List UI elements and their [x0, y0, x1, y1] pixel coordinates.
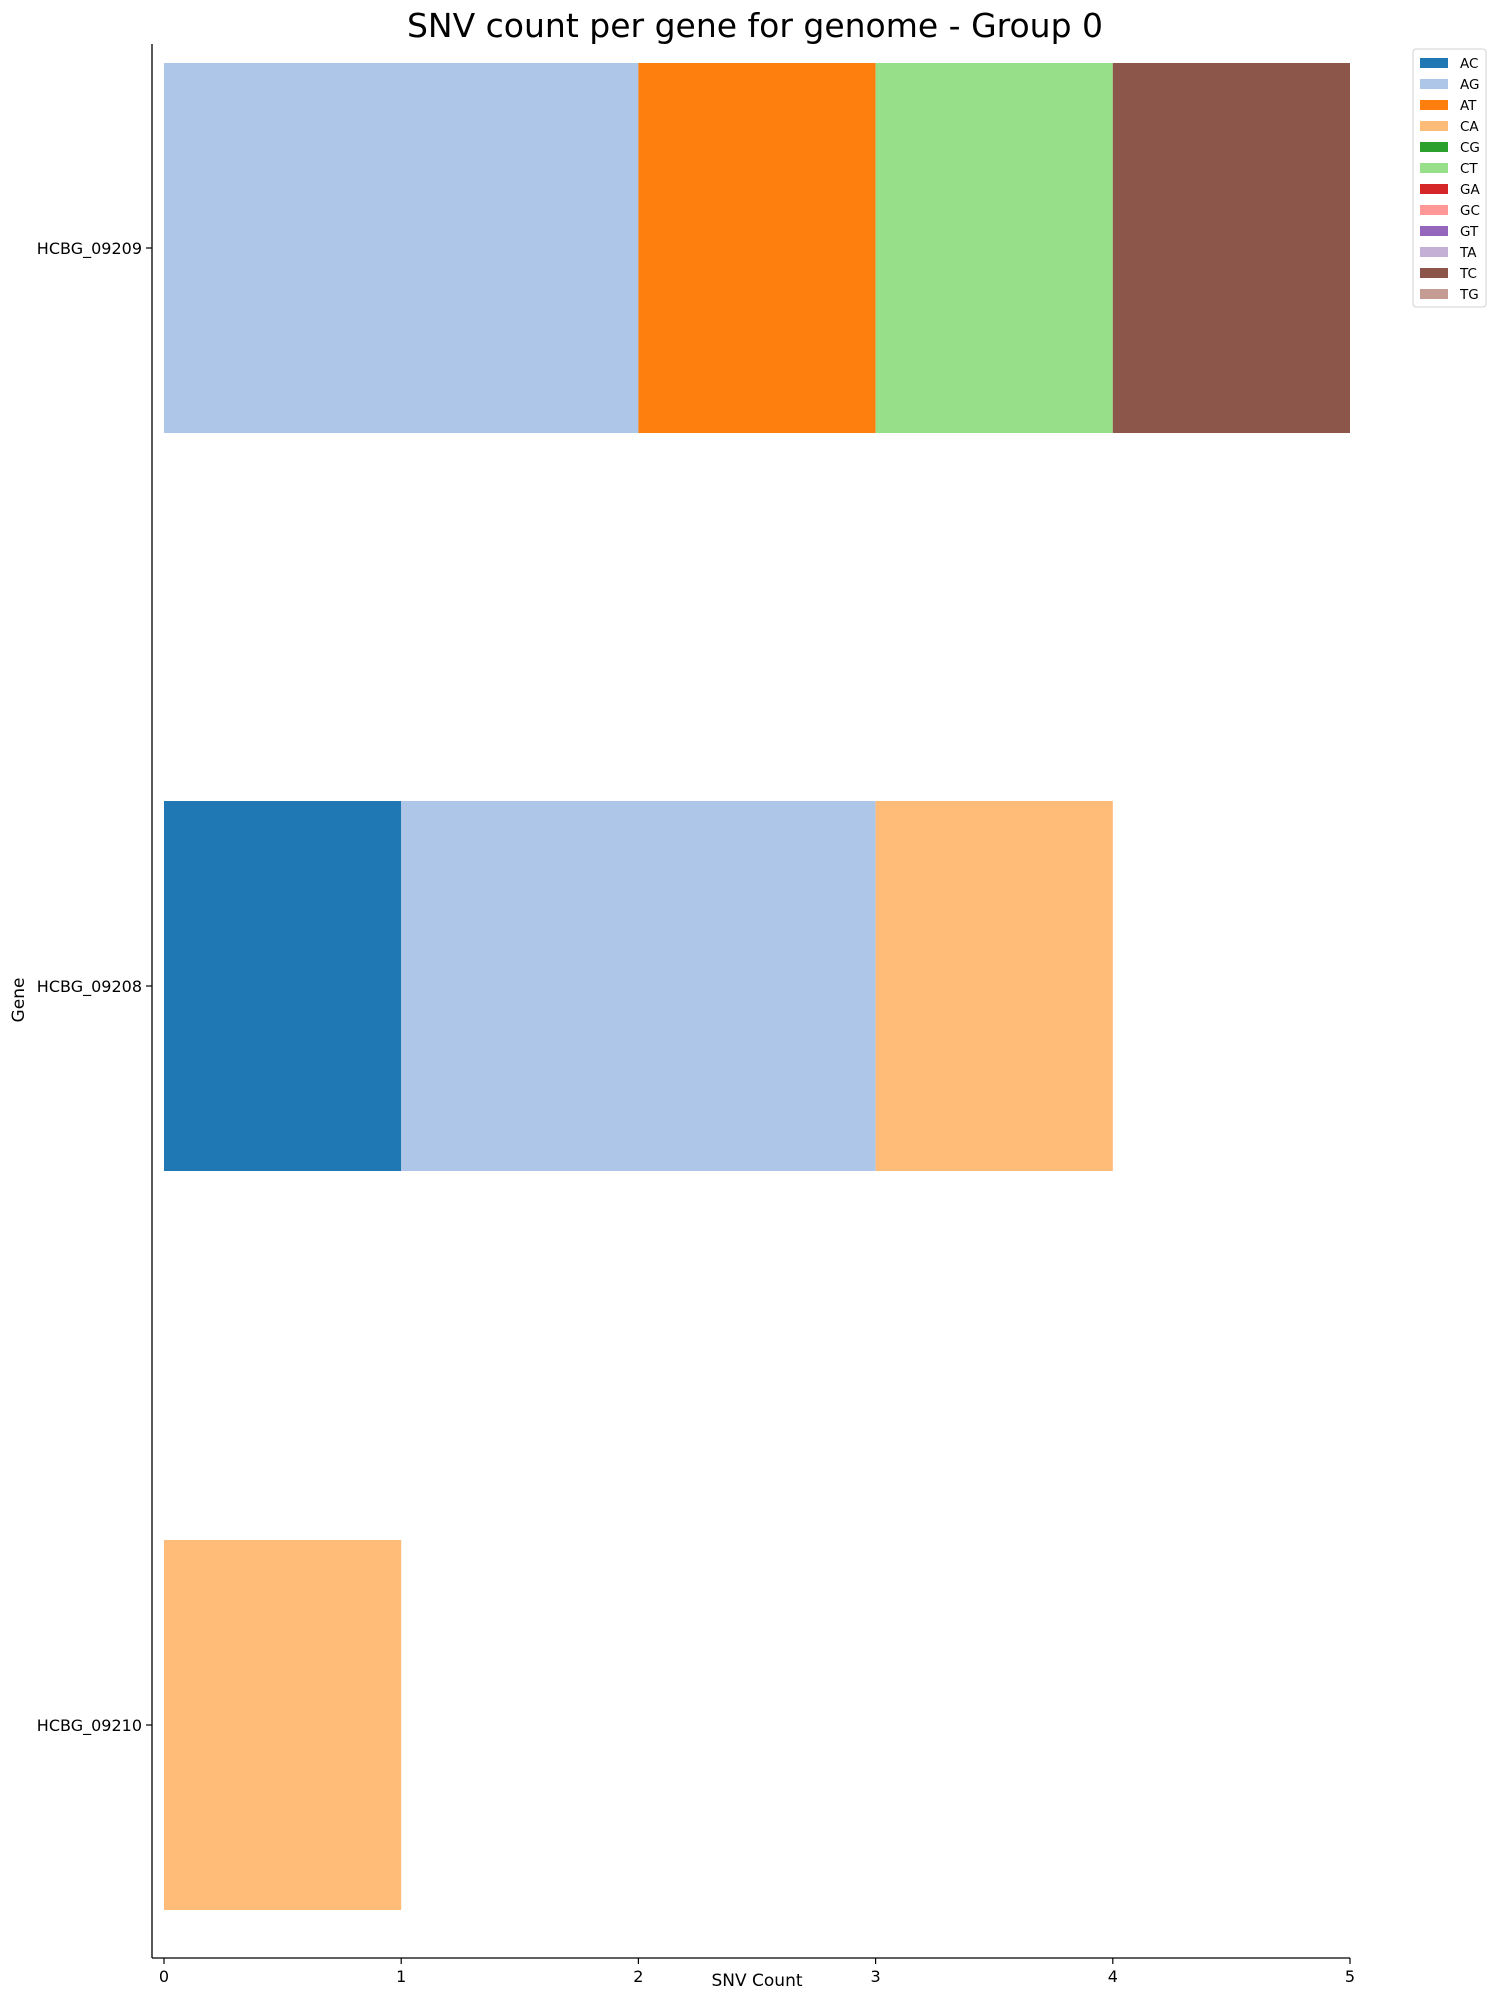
bar-HCBG_09208-CA — [875, 801, 1113, 1171]
y-ticks: HCBG_09209 HCBG_09208 HCBG_09210 — [37, 239, 152, 1736]
legend-label-AT: AT — [1460, 98, 1477, 114]
y-tick-label: HCBG_09208 — [37, 977, 142, 997]
x-tick-label: 0 — [159, 1967, 169, 1986]
x-tick-label: 4 — [1108, 1967, 1118, 1986]
legend-swatch-AT — [1420, 100, 1448, 110]
chart-title: SNV count per gene for genome - Group 0 — [407, 6, 1103, 45]
bar-HCBG_09210-CA — [164, 1540, 402, 1910]
legend-swatch-AC — [1420, 58, 1448, 68]
legend-swatch-TA — [1420, 247, 1448, 257]
bars-group — [164, 63, 1350, 1910]
x-tick-label: 1 — [396, 1967, 406, 1986]
legend-swatch-TC — [1420, 268, 1448, 278]
legend-label-CT: CT — [1460, 161, 1478, 177]
legend-label-AG: AG — [1460, 77, 1479, 93]
bar-HCBG_09209-CT — [875, 63, 1113, 433]
legend-swatch-GC — [1420, 205, 1448, 215]
bar-HCBG_09208-AC — [164, 801, 402, 1171]
legend-frame — [1412, 48, 1487, 308]
bar-HCBG_09209-AG — [164, 63, 639, 433]
x-tick-label: 5 — [1345, 1967, 1355, 1986]
legend-swatch-CT — [1420, 163, 1448, 173]
y-axis-label: Gene — [9, 978, 29, 1023]
y-tick-label: HCBG_09209 — [37, 239, 142, 259]
bar-HCBG_09209-TC — [1112, 63, 1350, 433]
legend-label-GT: GT — [1460, 224, 1479, 240]
x-axis-label: SNV Count — [711, 1971, 802, 1991]
x-tick-label: 3 — [871, 1967, 881, 1986]
legend-label-TC: TC — [1459, 266, 1477, 282]
legend-label-TA: TA — [1459, 245, 1477, 261]
legend-label-GA: GA — [1460, 182, 1480, 198]
x-tick-label: 2 — [633, 1967, 643, 1986]
legend-swatch-GA — [1420, 184, 1448, 194]
bar-HCBG_09208-AG — [401, 801, 876, 1171]
legend-swatch-TG — [1420, 289, 1448, 299]
legend-swatch-CA — [1420, 121, 1448, 131]
legend-swatch-CG — [1420, 142, 1448, 152]
legend-label-GC: GC — [1460, 203, 1480, 219]
legend-label-CA: CA — [1460, 119, 1479, 135]
legend-label-AC: AC — [1460, 56, 1478, 72]
legend: AC AG AT CA CG CT GA GC GT TA TC TG — [1412, 48, 1487, 308]
x-ticks: 0 1 2 3 4 5 — [159, 1958, 1355, 1986]
legend-label-TG: TG — [1459, 287, 1479, 303]
legend-label-CG: CG — [1460, 140, 1480, 156]
bar-HCBG_09209-AT — [638, 63, 876, 433]
y-tick-label: HCBG_09210 — [37, 1716, 142, 1736]
legend-swatch-AG — [1420, 79, 1448, 89]
legend-swatch-GT — [1420, 226, 1448, 236]
